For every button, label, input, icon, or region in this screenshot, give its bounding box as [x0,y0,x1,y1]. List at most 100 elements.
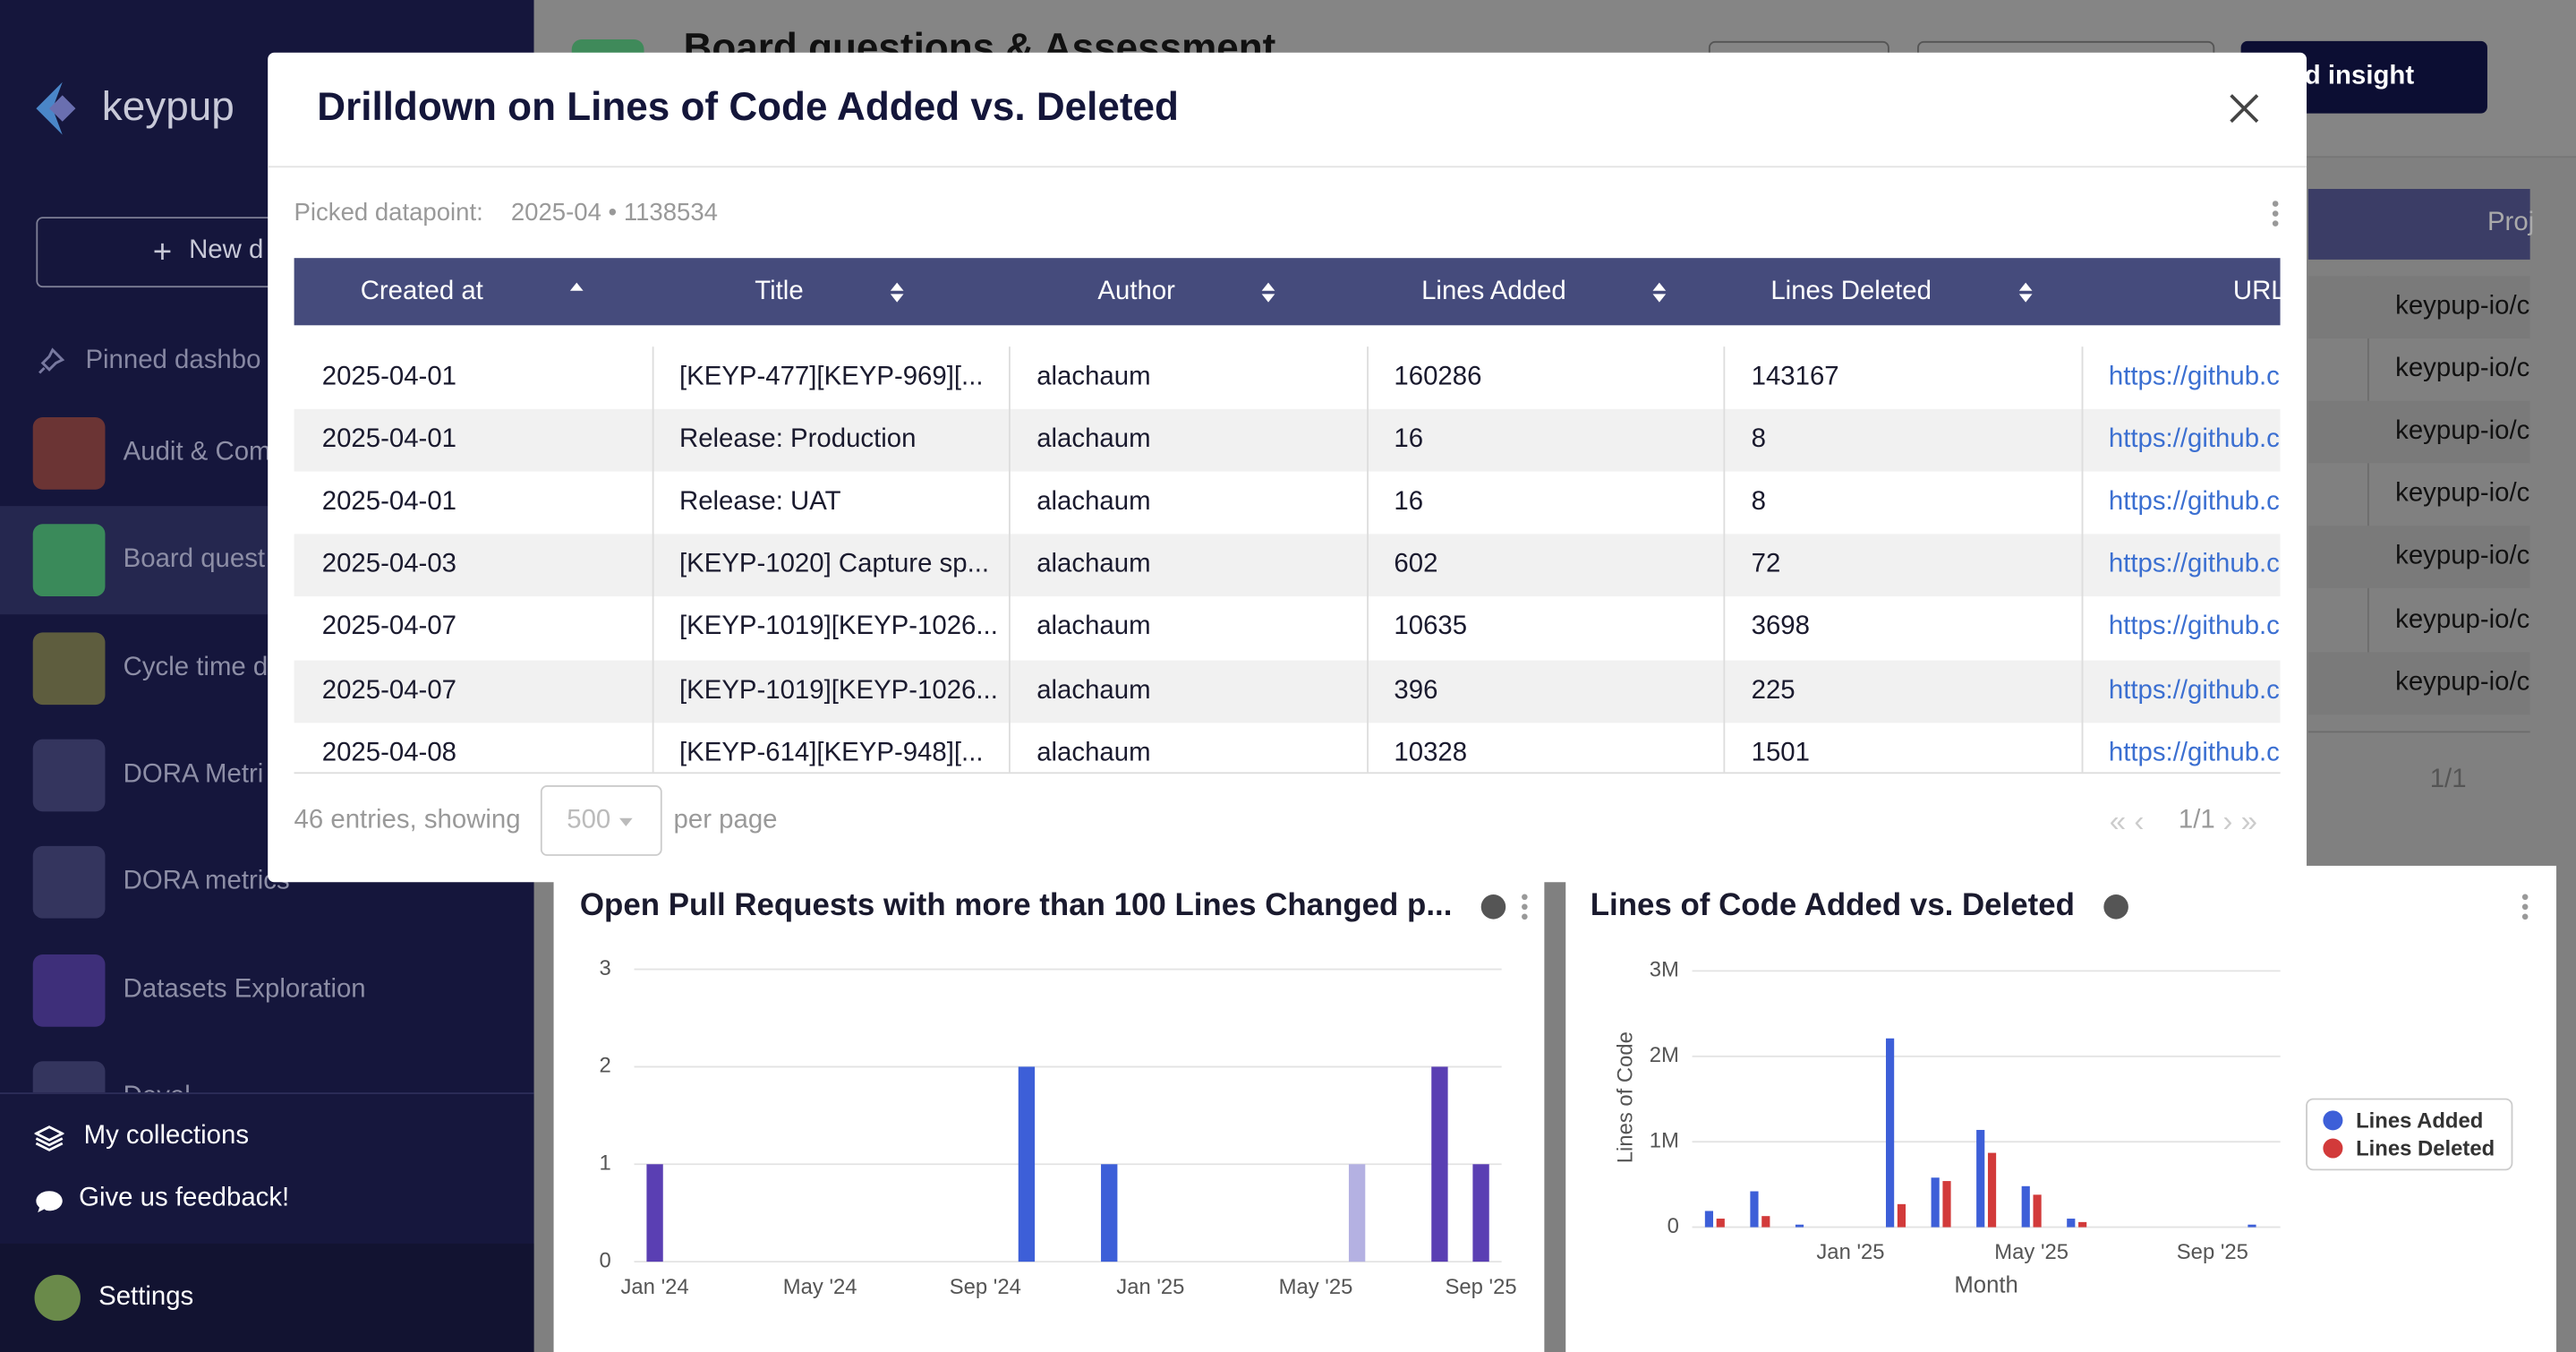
sidebar-item[interactable]: Datasets Exploration [123,974,366,1004]
add-insight-label[interactable]: dd insight [2288,62,2415,90]
per-page-select[interactable] [540,785,662,856]
pager-icons-right: › » [2222,805,2258,838]
y-axis-title: Lines of Code [1613,1031,1637,1163]
settings-label[interactable]: Settings [98,1282,194,1312]
chart-menu[interactable] [2521,894,2529,901]
drilldown-modal: Created at Title Author Lines Added Lines De… [268,52,2307,883]
table-cell: 225 [1751,676,1796,705]
table-cell: 2025-04-08 [321,738,456,767]
sort-icon[interactable] [2017,280,2033,304]
new-dashboard-label: New d [189,236,264,265]
column-divider [2080,347,2083,773]
column-header[interactable]: Title [652,258,1009,325]
chart-menu[interactable] [1522,913,1528,920]
chart-menu[interactable] [2521,903,2529,911]
table-cell: 602 [1394,551,1438,579]
url-link[interactable]: https://github.c [2108,738,2280,767]
url-link[interactable]: https://github.c [2108,425,2280,454]
legend-marker [2323,1110,2343,1131]
y-tick-label: 3 [600,956,611,980]
x-axis-title: Month [1954,1272,2017,1297]
bar [1886,1038,1895,1228]
url-link[interactable]: https://github.c [2108,676,2280,705]
chart-menu[interactable] [2521,913,2529,920]
column-header[interactable]: Lines Added [1366,258,1723,325]
project-header: Proj [2486,209,2535,237]
bar [1987,1152,1997,1228]
sort-icon[interactable] [568,280,584,304]
y-tick-label: 2M [1650,1043,1679,1067]
bar [1795,1224,1804,1228]
url-link[interactable]: https://github.c [2108,613,2280,642]
sort-icon[interactable] [1260,280,1276,304]
chart-menu[interactable] [1522,903,1528,911]
table-cell: alachaum [1036,363,1151,391]
chart-menu[interactable] [1522,894,1528,901]
x-tick-label: Sep '25 [2177,1240,2248,1264]
sort-icon[interactable] [1651,280,1668,304]
column-label: Author [1097,277,1175,305]
picked-value: 2025-04 • 1138534 [510,199,718,227]
modal-menu[interactable] [2269,199,2282,228]
background-pager: 1/1 [2429,766,2467,794]
project-cell: keypup-io/c [2395,355,2530,383]
project-cell: keypup-io/c [2395,292,2530,321]
per-page-label: per page [673,806,778,835]
sort-icon[interactable] [889,280,905,304]
bar [1750,1191,1759,1228]
table-header [294,258,2281,326]
column-header[interactable]: Lines Deleted [1723,258,2080,325]
caret [618,817,633,826]
url-link[interactable]: https://github.c [2108,363,2280,391]
bar [1931,1177,1940,1228]
my-collections[interactable]: My collections [83,1122,250,1151]
table-cell: alachaum [1036,488,1151,517]
item-icon [32,631,106,705]
project-header-bar [2307,189,2530,260]
item-icon [32,524,106,597]
bar [2021,1185,2030,1228]
column-header[interactable]: Author [1009,258,1366,325]
chart-title: Lines of Code Added vs. Deleted [1591,887,2075,922]
y-tick-label: 0 [1668,1214,1679,1238]
bar [2248,1224,2256,1228]
column-header[interactable]: Created at [294,258,652,325]
table-cell: 2025-04-07 [321,676,456,705]
column-divider [1366,347,1369,773]
column-divider [1723,347,1726,773]
url-link[interactable]: https://github.c [2108,551,2280,579]
row-stripe [2307,651,2530,715]
sidebar-item[interactable]: DORA metrics [123,868,290,896]
pin-icon [38,347,65,374]
table-cell: [KEYP-614][KEYP-948][... [678,738,984,767]
sidebar-item[interactable]: Audit & Com [123,438,271,467]
sidebar-item[interactable]: Board quest [123,545,266,574]
table-cell: [KEYP-1019][KEYP-1026... [678,676,998,705]
project-cell: keypup-io/c [2395,605,2530,634]
table-cell: Release: Production [678,425,917,454]
feedback-link[interactable]: Give us feedback! [79,1184,290,1213]
column-label: Lines Added [1421,277,1566,305]
bar [1761,1216,1770,1228]
table-cell: 10635 [1394,613,1468,642]
url-link[interactable]: https://github.c [2108,488,2280,517]
bar [2033,1194,2042,1228]
bar [1704,1211,1714,1228]
row-stripe [2307,276,2530,338]
y-tick-label: 3M [1650,958,1679,982]
per-page-value[interactable]: 500 [567,806,611,835]
column-label: Created at [360,277,483,305]
close-button[interactable] [2228,92,2261,125]
sidebar-item[interactable]: DORA Metri [123,760,264,789]
project-cell: keypup-io/c [2395,480,2530,509]
table-cell: [KEYP-477][KEYP-969][... [678,363,984,391]
column-header[interactable]: URL [2081,258,2281,325]
modal-pager: 1/1 [2178,806,2215,835]
table-cell: 72 [1751,551,1781,579]
settings-bar[interactable] [0,1243,534,1352]
legend-label: Lines Added [2356,1108,2483,1133]
sidebar-item[interactable]: Cycle time d [123,653,269,681]
table-cell: alachaum [1036,738,1151,767]
bar [1942,1181,1951,1228]
